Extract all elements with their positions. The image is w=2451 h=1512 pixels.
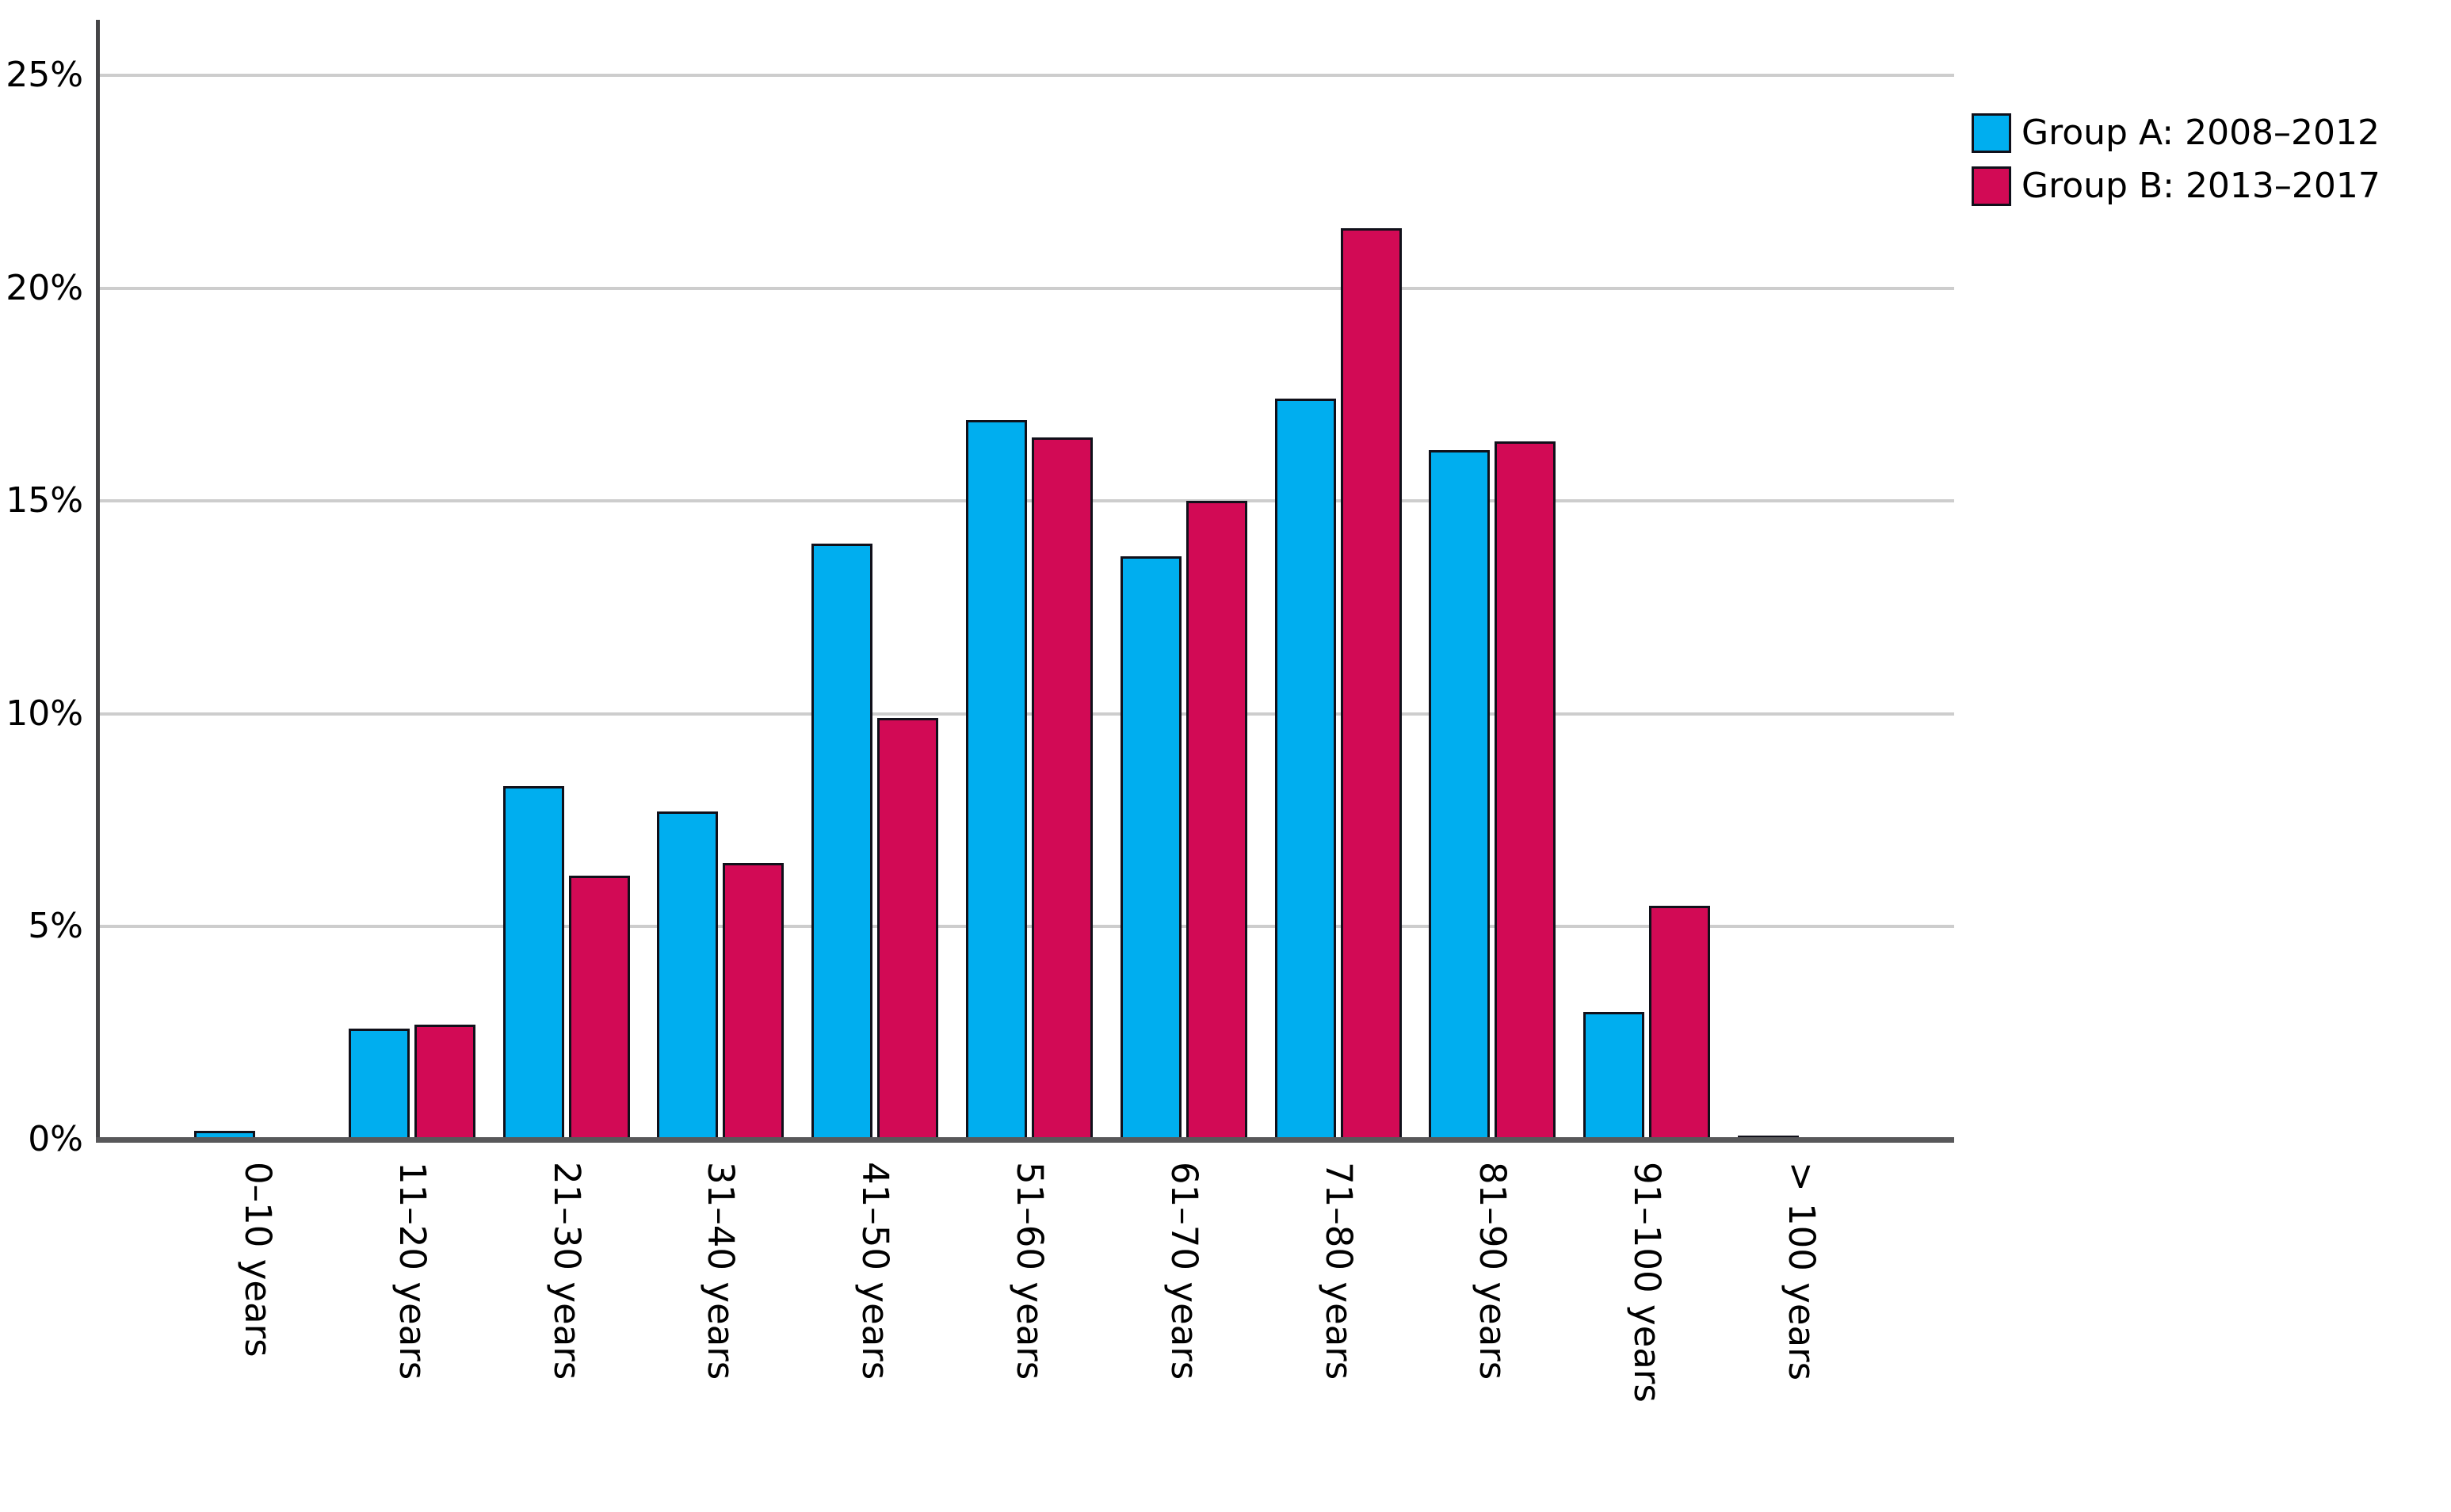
bar-group-a: [1429, 449, 1491, 1140]
gridline: [99, 286, 1954, 290]
y-tick-label: 0%: [28, 1119, 83, 1159]
bar-group-b: [877, 718, 939, 1140]
bar-group-a: [1583, 1011, 1645, 1140]
legend-swatch-group-a: [1972, 113, 2011, 153]
x-tick-label: 11–20 years: [391, 1162, 433, 1380]
bar-group-b: [1032, 437, 1093, 1140]
bar-group-a: [657, 811, 719, 1140]
x-tick-label: 21–30 years: [545, 1162, 588, 1380]
y-axis-line: [96, 20, 100, 1143]
bar-group-a: [1120, 556, 1182, 1140]
y-tick-label: 20%: [6, 267, 83, 308]
bar-group-a: [1274, 399, 1336, 1140]
legend-item-group-b: Group B: 2013–2017: [1972, 166, 2380, 206]
x-tick-label: 71–80 years: [1317, 1162, 1360, 1380]
x-tick-label: 41–50 years: [854, 1162, 897, 1380]
x-tick-label: > 100 years: [1781, 1162, 1823, 1381]
bar-group-a: [811, 543, 873, 1140]
x-tick-label: 31–40 years: [700, 1162, 743, 1380]
x-tick-label: 0–10 years: [237, 1162, 279, 1357]
legend-item-group-a: Group A: 2008–2012: [1972, 113, 2380, 153]
legend-label-group-a: Group A: 2008–2012: [2022, 113, 2380, 153]
legend-label-group-b: Group B: 2013–2017: [2022, 166, 2380, 206]
x-tick-label: 81–90 years: [1472, 1162, 1514, 1380]
bar-group-a: [502, 786, 564, 1140]
legend-swatch-group-b: [1972, 166, 2011, 206]
y-tick-label: 5%: [28, 906, 83, 947]
legend: Group A: 2008–2012 Group B: 2013–2017: [1972, 113, 2380, 220]
bar-group-b: [414, 1024, 475, 1140]
x-tick-label: 91–100 years: [1626, 1162, 1669, 1403]
bar-group-b: [1185, 501, 1247, 1140]
x-axis-line: [96, 1137, 1954, 1143]
bar-group-a: [348, 1029, 410, 1140]
bar-group-b: [1649, 905, 1711, 1140]
bar-group-b: [1495, 441, 1556, 1140]
bar-group-a: [966, 420, 1027, 1140]
x-tick-label: 51–60 years: [1009, 1162, 1051, 1380]
x-tick-label: 61–70 years: [1163, 1162, 1205, 1380]
bar-group-b: [568, 875, 630, 1140]
y-tick-label: 10%: [6, 693, 83, 734]
y-tick-label: 25%: [6, 55, 83, 95]
y-tick-label: 15%: [6, 480, 83, 521]
bar-group-b: [1340, 228, 1402, 1140]
gridline: [99, 74, 1954, 77]
bar-group-b: [723, 862, 785, 1140]
